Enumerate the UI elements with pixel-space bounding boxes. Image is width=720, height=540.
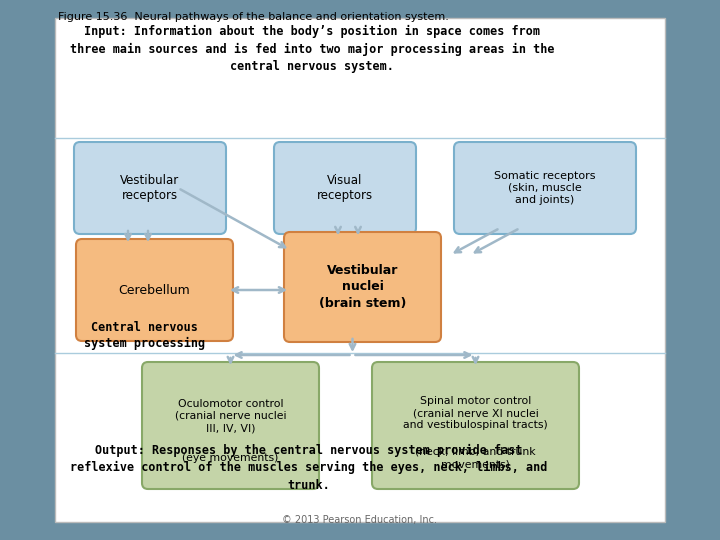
- Bar: [55, 138, 665, 353]
- FancyArrowPatch shape: [475, 230, 518, 252]
- Text: Central nervous
system processing: Central nervous system processing: [84, 321, 205, 350]
- Text: Input: Information about the body’s position in space comes from
three main sour: Input: Information about the body’s posi…: [70, 25, 554, 73]
- FancyArrowPatch shape: [228, 357, 233, 362]
- FancyArrowPatch shape: [336, 227, 341, 233]
- FancyBboxPatch shape: [76, 239, 233, 341]
- Bar: [55, 353, 665, 498]
- Text: Vestibular
receptors: Vestibular receptors: [120, 173, 179, 202]
- FancyArrowPatch shape: [355, 227, 361, 233]
- Text: (eye movements): (eye movements): [182, 453, 279, 463]
- Bar: [55, 18, 665, 522]
- FancyBboxPatch shape: [454, 142, 636, 234]
- Text: Cerebellum: Cerebellum: [119, 284, 190, 296]
- Text: (neck, limb, and trunk
movements): (neck, limb, and trunk movements): [415, 447, 536, 469]
- Text: Vestibular
nuclei
(brain stem): Vestibular nuclei (brain stem): [319, 265, 406, 309]
- FancyArrowPatch shape: [350, 339, 355, 349]
- FancyArrowPatch shape: [125, 231, 131, 239]
- FancyBboxPatch shape: [142, 362, 319, 489]
- Bar: [55, 18, 665, 138]
- FancyBboxPatch shape: [284, 232, 441, 342]
- FancyArrowPatch shape: [236, 352, 350, 358]
- FancyArrowPatch shape: [181, 190, 285, 247]
- Text: Oculomotor control
(cranial nerve nuclei
III, IV, VI): Oculomotor control (cranial nerve nuclei…: [175, 399, 287, 434]
- FancyBboxPatch shape: [74, 142, 226, 234]
- FancyArrowPatch shape: [233, 287, 284, 293]
- FancyArrowPatch shape: [355, 352, 470, 358]
- Text: Figure 15.36  Neural pathways of the balance and orientation system.: Figure 15.36 Neural pathways of the bala…: [58, 12, 449, 22]
- Text: Output: Responses by the central nervous system provide fast
reflexive control o: Output: Responses by the central nervous…: [70, 444, 547, 492]
- FancyBboxPatch shape: [274, 142, 416, 234]
- FancyBboxPatch shape: [372, 362, 579, 489]
- FancyArrowPatch shape: [455, 230, 498, 252]
- Text: Visual
receptors: Visual receptors: [317, 173, 373, 202]
- Text: Spinal motor control
(cranial nerve XI nuclei
and vestibulospinal tracts): Spinal motor control (cranial nerve XI n…: [403, 396, 548, 430]
- Text: © 2013 Pearson Education, Inc.: © 2013 Pearson Education, Inc.: [282, 515, 438, 525]
- FancyArrowPatch shape: [473, 357, 478, 362]
- Text: Somatic receptors
(skin, muscle
and joints): Somatic receptors (skin, muscle and join…: [494, 171, 595, 205]
- FancyArrowPatch shape: [145, 231, 150, 239]
